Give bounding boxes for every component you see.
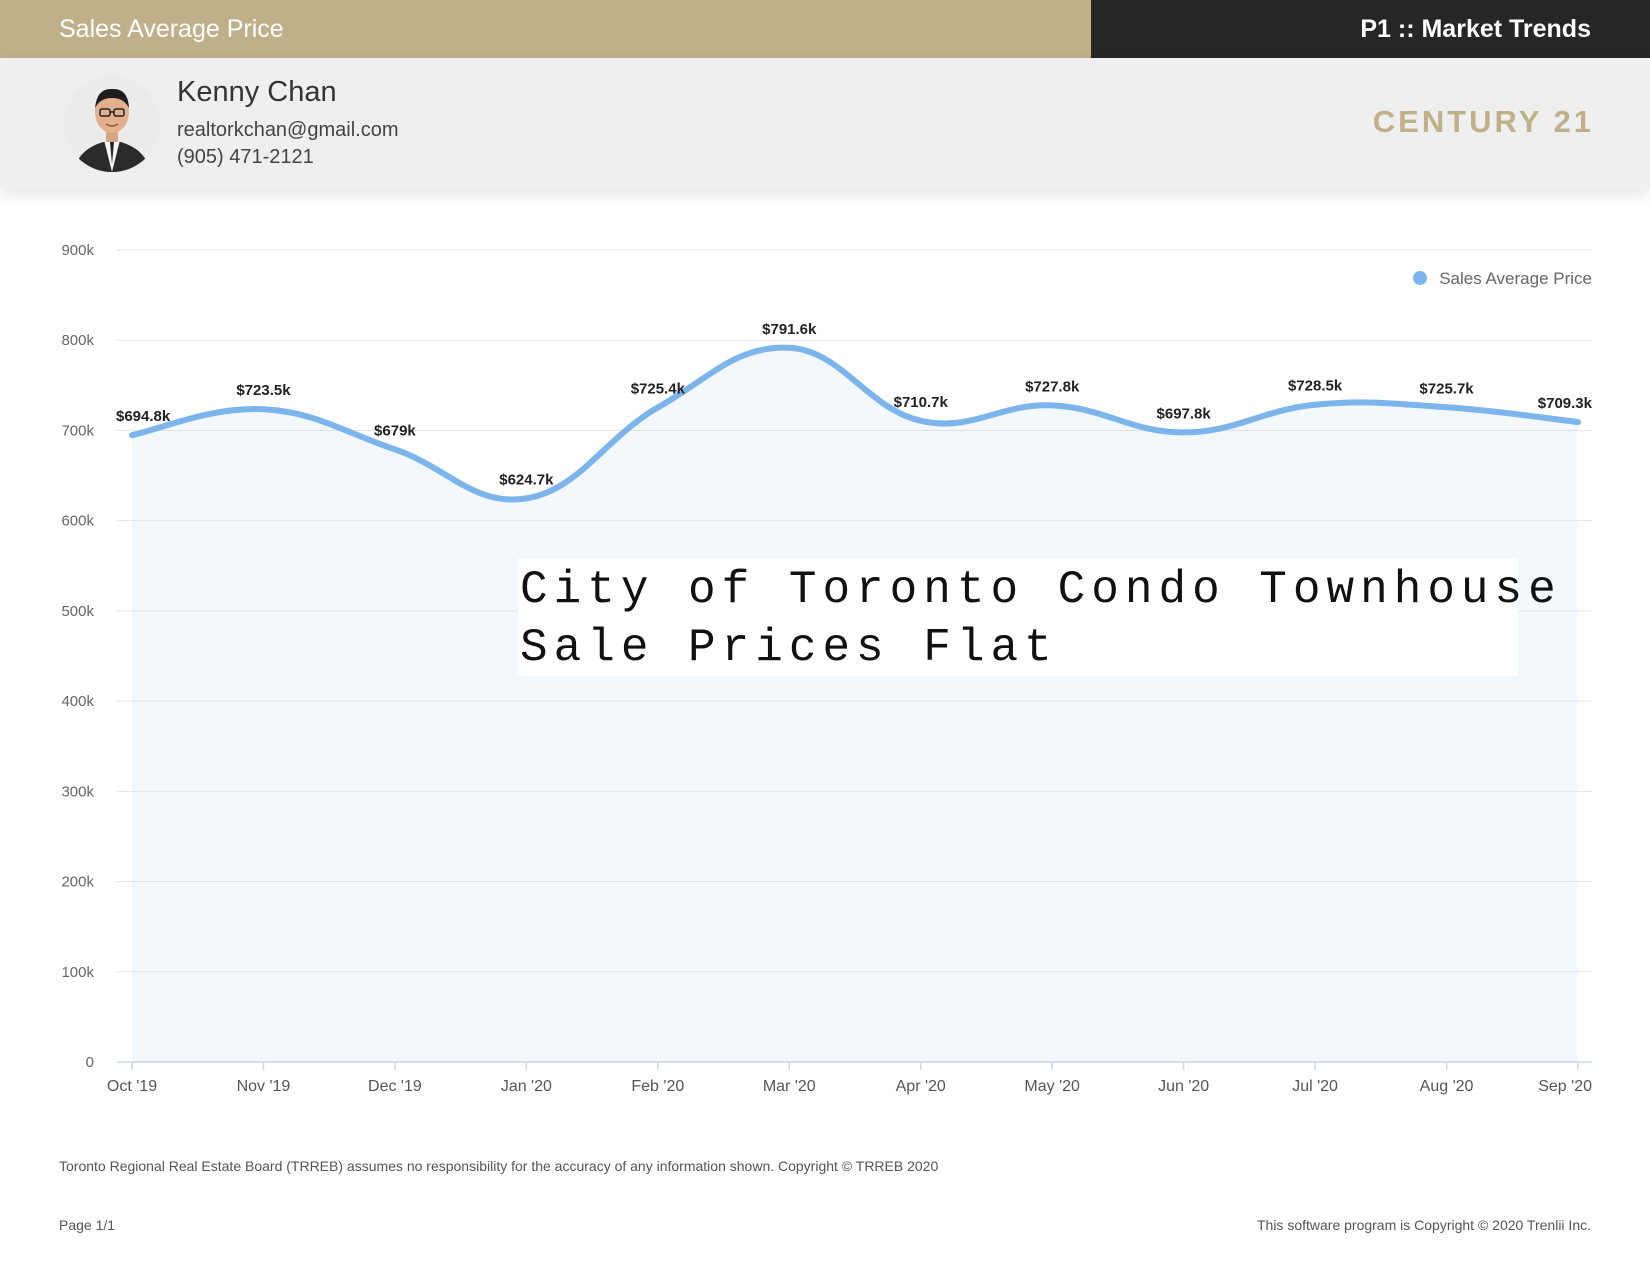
x-tick-label: Apr '20 [896,1078,946,1095]
data-point [1444,404,1450,410]
y-tick-label: 900k [61,242,94,259]
legend-marker [1413,271,1427,285]
annotation-text: City of Toronto Condo Townhouse Sale Pric… [520,564,1562,674]
data-point [260,406,266,412]
data-point [1049,402,1055,408]
agent-phone[interactable]: (905) 471-2121 [177,146,314,168]
data-label: $697.8k [1157,405,1212,422]
data-label: $679k [374,422,416,439]
data-point [1575,419,1581,425]
data-label: $709.3k [1538,395,1593,412]
x-tick-label: Aug '20 [1420,1078,1474,1095]
x-tick-label: May '20 [1024,1078,1080,1095]
annotation-box [518,558,1518,676]
x-tick-label: Oct '19 [107,1078,157,1095]
disclaimer: Toronto Regional Real Estate Board (TRRE… [59,1158,939,1174]
data-label: $725.7k [1419,380,1474,397]
legend-label: Sales Average Price [1439,269,1592,288]
data-point [655,405,661,411]
y-tick-label: 500k [61,603,94,620]
agent-bar: Kenny Chan realtorkchan@gmail.com (905) … [0,58,1650,189]
data-point [392,446,398,452]
data-point [918,418,924,424]
software-copyright: This software program is Copyright © 202… [1256,1217,1591,1233]
data-point [523,495,529,501]
data-point [1312,402,1318,408]
y-tick-label: 400k [61,693,94,710]
y-tick-label: 200k [61,874,94,891]
sales-average-price-chart: 0 100k 200k 300k 400k 500k 600k 700k 800k 900k Oct… [61,242,1593,1095]
x-tick-label: Jul '20 [1292,1078,1338,1095]
x-tick-label: Sep '20 [1538,1078,1592,1095]
top-bar: Sales Average Price P1 :: Market Trends [0,0,1650,58]
data-label: $723.5k [236,382,291,399]
data-label: $694.8k [116,408,171,425]
agent-name: Kenny Chan [177,76,337,108]
data-label: $727.8k [1025,378,1080,395]
series-area [132,347,1578,1062]
series-line [129,344,1581,503]
y-tick-label: 600k [61,513,94,530]
data-point [1181,429,1187,435]
data-label: $791.6k [762,321,817,338]
y-tick-label: 800k [61,332,94,349]
data-label: $710.7k [894,394,949,411]
data-point [129,432,135,438]
report-section-title: P1 :: Market Trends [1091,0,1650,58]
y-tick-label: 300k [61,783,94,800]
report-title: Sales Average Price [0,0,1091,58]
avatar [64,76,160,172]
y-tick-label: 0 [86,1054,94,1071]
page-number: Page 1/1 [59,1217,116,1233]
x-tick-label: Nov '19 [237,1078,291,1095]
x-tick-label: Jan '20 [501,1078,552,1095]
x-tick-label: Feb '20 [631,1078,684,1095]
x-tick-label: Dec '19 [368,1078,422,1095]
x-tick-label: Jun '20 [1158,1078,1209,1095]
data-label: $624.7k [499,471,554,488]
data-label: $728.5k [1288,378,1343,395]
data-point [786,345,792,351]
agent-email[interactable]: realtorkchan@gmail.com [177,119,399,141]
y-tick-label: 700k [61,422,94,439]
y-tick-label: 100k [61,964,94,981]
x-tick-label: Mar '20 [763,1078,816,1095]
brand-logo: CENTURY 21 [1372,104,1594,139]
data-label: $725.4k [631,381,686,398]
